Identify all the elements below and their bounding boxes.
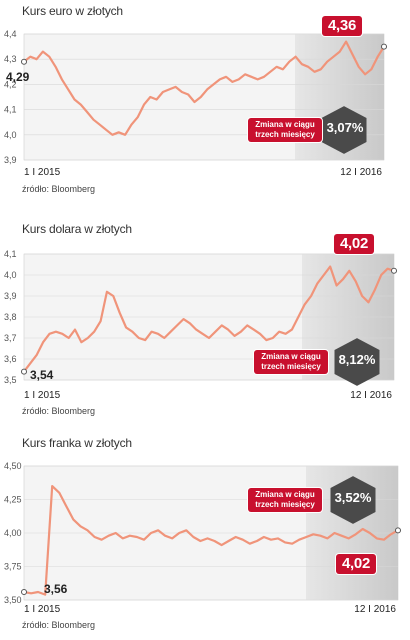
y-tick-label: 4,4 xyxy=(4,29,17,39)
y-tick-label: 3,50 xyxy=(4,595,22,605)
end-value-callout: 4,02 xyxy=(334,234,374,254)
start-marker xyxy=(21,368,27,375)
source-note: źródło: Bloomberg xyxy=(22,184,96,194)
end-marker xyxy=(391,267,397,274)
y-tick-label: 4,3 xyxy=(4,54,17,64)
chart-title: Kurs franka w złotych xyxy=(22,436,132,450)
chart-title: Kurs dolara w złotych xyxy=(22,222,132,236)
change-value: 3,07% xyxy=(326,120,364,135)
source-note: źródło: Bloomberg xyxy=(22,406,96,416)
chart-svg: 4,50 4,25 4,00 3,75 3,501 I 2015 12 I 2016 xyxy=(4,461,401,615)
series-line xyxy=(23,265,395,373)
start-value-label: 3,56 xyxy=(44,582,68,596)
chart-title: Kurs euro w złotych xyxy=(22,4,123,18)
change-hexagon xyxy=(334,338,380,386)
end-marker xyxy=(381,43,387,50)
change-label-text: Zmiana w ciągu trzech miesięcy xyxy=(255,120,315,139)
end-value-callout: 4,36 xyxy=(322,16,362,36)
change-value: 3,52% xyxy=(334,490,372,505)
x-label-start: 1 I 2015 xyxy=(24,390,61,401)
y-tick-label: 4,50 xyxy=(4,461,22,471)
x-label-end: 12 I 2016 xyxy=(354,604,396,615)
chart-svg: 4,4 4,3 4,2 4,1 4,0 3,9 1 I 2015 12 I 2016 xyxy=(4,29,387,178)
change-label: Zmiana w ciągu trzech miesięcy xyxy=(254,350,328,374)
chart-panel-frank: Kurs franka w złotych 4,50 4,25 4,00 3,75 3,… xyxy=(0,436,410,640)
y-tick-label: 4,0 xyxy=(4,270,17,280)
change-hexagon xyxy=(330,476,376,524)
y-tick-label: 3,7 xyxy=(4,333,17,343)
source-note: źródło: Bloomberg xyxy=(22,620,96,630)
start-value-label: 3,54 xyxy=(30,368,54,382)
end-marker xyxy=(395,527,401,534)
x-label-start: 1 I 2015 xyxy=(24,604,61,615)
series-line xyxy=(23,484,399,596)
chart-panel-euro: Kurs euro w złotych 4,4 4,3 4,2 4,1 4,0 3,9 1 … xyxy=(0,4,410,204)
y-tick-label: 3,9 xyxy=(4,291,17,301)
change-hexagon xyxy=(321,106,367,154)
change-label: Zmiana w ciągu trzech miesięcy xyxy=(248,488,322,512)
y-tick-label: 4,1 xyxy=(4,249,17,259)
y-tick-label: 3,8 xyxy=(4,312,17,322)
series-line xyxy=(23,40,385,136)
start-value-label: 4,29 xyxy=(6,70,30,84)
y-tick-label: 3,75 xyxy=(4,562,22,572)
y-tick-label: 3,9 xyxy=(4,155,17,165)
y-tick-label: 3,5 xyxy=(4,375,17,385)
change-value: 8,12% xyxy=(338,352,376,367)
y-tick-label: 4,00 xyxy=(4,528,22,538)
change-label-text: Zmiana w ciągu trzech miesięcy xyxy=(255,490,315,509)
y-tick-label: 4,25 xyxy=(4,495,22,505)
chart-panel-dolar: Kurs dolara w złotych 4,1 4,0 3,9 3,8 3,7 3,6… xyxy=(0,222,410,422)
x-label-end: 12 I 2016 xyxy=(340,167,382,178)
x-label-end: 12 I 2016 xyxy=(350,390,392,401)
y-tick-label: 4,1 xyxy=(4,105,17,115)
start-marker xyxy=(21,58,27,65)
chart-svg: 4,1 4,0 3,9 3,8 3,7 3,6 3,5 1 I 2015 12 I 2016 xyxy=(4,249,397,401)
change-label: Zmiana w ciągu trzech miesięcy xyxy=(248,118,322,142)
y-tick-label: 4,0 xyxy=(4,130,17,140)
y-tick-label: 4,2 xyxy=(4,79,17,89)
start-marker xyxy=(21,588,27,595)
end-value-callout: 4,02 xyxy=(336,554,376,574)
y-tick-label: 3,6 xyxy=(4,354,17,364)
change-label-text: Zmiana w ciągu trzech miesięcy xyxy=(261,352,321,371)
x-label-start: 1 I 2015 xyxy=(24,167,61,178)
